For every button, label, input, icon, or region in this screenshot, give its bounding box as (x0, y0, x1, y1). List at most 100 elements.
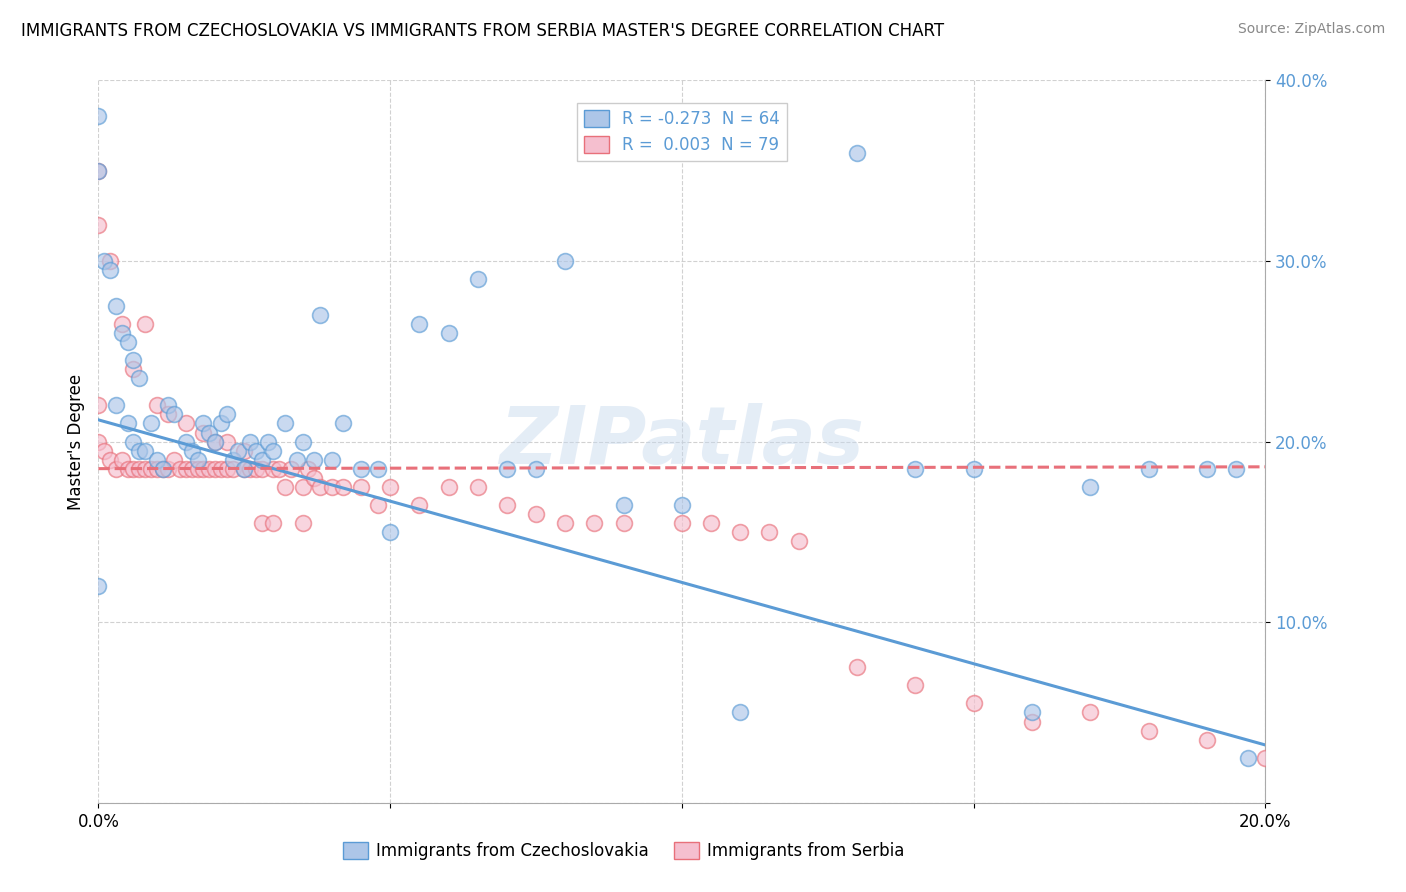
Point (209, 417, 232, 431)
Point (193, 425, 215, 440)
Point (1237, 750, 1260, 764)
Point (221, 461, 243, 475)
Point (437, 326, 460, 340)
Point (291, 480, 314, 494)
Point (671, 516, 693, 530)
Point (332, 480, 354, 494)
Point (297, 461, 319, 475)
Point (730, 524, 752, 539)
Point (174, 417, 197, 431)
Point (128, 371, 150, 385)
Point (467, 272, 489, 286)
Point (437, 480, 460, 494)
Point (671, 498, 693, 512)
Point (163, 452, 186, 467)
Point (612, 498, 634, 512)
Point (104, 299, 127, 313)
Point (204, 434, 226, 449)
Point (174, 461, 197, 475)
Text: Source: ZipAtlas.com: Source: ZipAtlas.com (1237, 22, 1385, 37)
Point (730, 706, 752, 720)
Point (163, 408, 186, 422)
Point (380, 524, 402, 539)
Point (117, 461, 139, 475)
Point (583, 516, 606, 530)
Text: ZIPatlas: ZIPatlas (499, 402, 865, 481)
Point (87, 579, 110, 593)
Point (554, 516, 576, 530)
Point (198, 461, 221, 475)
Point (209, 461, 232, 475)
Point (193, 417, 215, 431)
Point (174, 434, 197, 449)
Point (408, 317, 430, 331)
Point (117, 335, 139, 350)
Point (467, 480, 489, 494)
Point (1021, 706, 1043, 720)
Point (262, 461, 284, 475)
Point (239, 434, 262, 449)
Point (233, 461, 256, 475)
Point (93, 443, 115, 458)
Point (146, 398, 169, 412)
Point (104, 398, 127, 412)
Point (122, 434, 145, 449)
Point (87, 163, 110, 178)
Point (187, 452, 209, 467)
Point (962, 697, 984, 711)
Point (612, 516, 634, 530)
Point (134, 317, 156, 331)
Point (758, 524, 780, 539)
Point (157, 461, 180, 475)
Point (215, 408, 238, 422)
Point (139, 461, 162, 475)
Point (256, 434, 278, 449)
Point (104, 461, 127, 475)
Point (1021, 714, 1043, 729)
Point (350, 461, 373, 475)
Point (193, 461, 215, 475)
Point (846, 660, 869, 674)
Point (554, 254, 576, 268)
Point (309, 480, 332, 494)
Point (291, 434, 314, 449)
Point (87, 163, 110, 178)
Point (128, 461, 150, 475)
Point (93, 254, 115, 268)
Point (245, 443, 267, 458)
Point (1137, 461, 1160, 475)
Point (117, 417, 139, 431)
Point (250, 516, 273, 530)
Point (332, 417, 354, 431)
Point (204, 461, 226, 475)
Point (152, 461, 174, 475)
Point (524, 507, 547, 521)
Point (269, 461, 291, 475)
Point (233, 443, 256, 458)
Point (180, 443, 202, 458)
Point (111, 326, 134, 340)
Point (1195, 461, 1218, 475)
Point (350, 480, 373, 494)
Point (87, 398, 110, 412)
Point (250, 452, 273, 467)
Point (204, 434, 226, 449)
Point (111, 317, 134, 331)
Point (309, 308, 332, 322)
Point (1080, 480, 1102, 494)
Point (157, 408, 180, 422)
Point (321, 480, 343, 494)
Point (904, 461, 927, 475)
Point (221, 452, 243, 467)
Y-axis label: Master's Degree: Master's Degree (66, 374, 84, 509)
Point (274, 417, 297, 431)
Point (215, 434, 238, 449)
Point (245, 461, 267, 475)
Point (962, 461, 984, 475)
Point (98, 254, 121, 268)
Point (239, 461, 262, 475)
Point (134, 461, 156, 475)
Point (233, 461, 256, 475)
Point (98, 263, 121, 277)
Point (87, 218, 110, 232)
